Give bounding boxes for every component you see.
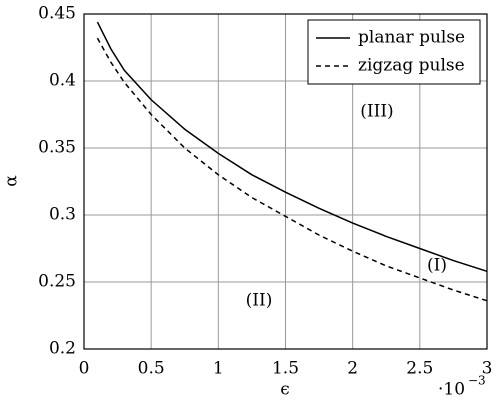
x-tick-label: 1.5 (272, 359, 299, 379)
y-tick-label: 0.4 (49, 71, 76, 91)
legend-label: planar pulse (358, 28, 465, 48)
x-tick-label: 2.5 (406, 359, 433, 379)
x-tick-label: 0.5 (138, 359, 165, 379)
legend-label: zigzag pulse (358, 56, 465, 76)
y-tick-label: 0.45 (38, 4, 76, 24)
x-axis-label: ϵ (280, 380, 290, 400)
legend-box (307, 19, 481, 85)
y-axis-label: α (2, 175, 22, 187)
y-tick-label: 0.35 (38, 138, 76, 158)
annotation: (III) (360, 102, 393, 122)
x-multiplier: ·10 (438, 380, 465, 400)
x-tick-label: 1 (213, 359, 224, 379)
line-series (96, 21, 488, 272)
x-tick-label: 2 (347, 359, 358, 379)
y-tick-label: 0.3 (49, 205, 76, 225)
plot-frame (83, 13, 488, 350)
y-tick-label: 0.2 (49, 339, 76, 359)
x-tick-label: 3 (482, 359, 493, 379)
y-tick-label: 0.25 (38, 272, 76, 292)
annotation: (II) (246, 291, 273, 311)
x-multiplier-exponent: −3 (468, 374, 486, 388)
line-series (96, 37, 488, 302)
annotation: (I) (427, 256, 447, 276)
x-tick-label: 0 (79, 359, 90, 379)
